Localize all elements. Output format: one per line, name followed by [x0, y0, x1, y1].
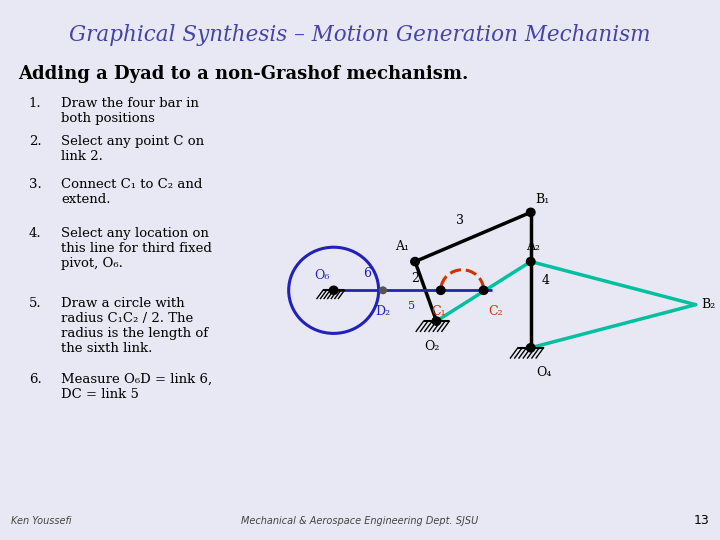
Text: 5.: 5. — [29, 297, 42, 310]
Circle shape — [526, 258, 535, 266]
Text: 2.: 2. — [29, 135, 42, 148]
Circle shape — [379, 287, 387, 294]
Text: Connect C₁ to C₂ and
extend.: Connect C₁ to C₂ and extend. — [61, 178, 202, 206]
Text: 1.: 1. — [29, 97, 42, 110]
Text: Select any point C on
link 2.: Select any point C on link 2. — [61, 135, 204, 163]
Text: Mechanical & Aerospace Engineering Dept. SJSU: Mechanical & Aerospace Engineering Dept.… — [241, 516, 479, 526]
Text: B₂: B₂ — [701, 298, 715, 311]
Circle shape — [526, 343, 535, 352]
Text: Graphical Synthesis – Motion Generation Mechanism: Graphical Synthesis – Motion Generation … — [69, 24, 651, 46]
Text: B₁: B₁ — [535, 193, 549, 206]
Circle shape — [436, 286, 445, 294]
Text: Select any location on
this line for third fixed
pivot, O₆.: Select any location on this line for thi… — [61, 227, 212, 270]
Text: 5: 5 — [408, 301, 415, 310]
Text: 13: 13 — [693, 514, 709, 526]
Text: Draw a circle with
radius C₁C₂ / 2. The
radius is the length of
the sixth link.: Draw a circle with radius C₁C₂ / 2. The … — [61, 297, 208, 355]
Text: 4: 4 — [541, 274, 549, 287]
Text: O₄: O₄ — [536, 366, 552, 379]
Circle shape — [526, 208, 535, 217]
Text: Adding a Dyad to a non-Grashof mechanism.: Adding a Dyad to a non-Grashof mechanism… — [18, 65, 469, 83]
Text: A₂: A₂ — [526, 240, 541, 253]
Text: Ken Youssefi: Ken Youssefi — [11, 516, 71, 526]
Text: 3.: 3. — [29, 178, 42, 191]
Text: Measure O₆D = link 6,
DC = link 5: Measure O₆D = link 6, DC = link 5 — [61, 373, 212, 401]
Text: C₂: C₂ — [488, 305, 503, 318]
Circle shape — [411, 258, 419, 266]
Text: 6.: 6. — [29, 373, 42, 386]
Text: O₂: O₂ — [425, 340, 440, 353]
Circle shape — [480, 286, 488, 294]
Text: 6: 6 — [363, 267, 371, 280]
Text: 4.: 4. — [29, 227, 42, 240]
Circle shape — [329, 286, 338, 294]
Text: O₆: O₆ — [314, 269, 329, 282]
Text: A₁: A₁ — [395, 240, 409, 253]
Text: Draw the four bar in
both positions: Draw the four bar in both positions — [61, 97, 199, 125]
Circle shape — [432, 317, 441, 325]
Text: 3: 3 — [456, 214, 464, 227]
Text: D₂: D₂ — [375, 305, 390, 318]
Text: 2: 2 — [411, 272, 419, 285]
Text: C₁: C₁ — [431, 305, 446, 318]
